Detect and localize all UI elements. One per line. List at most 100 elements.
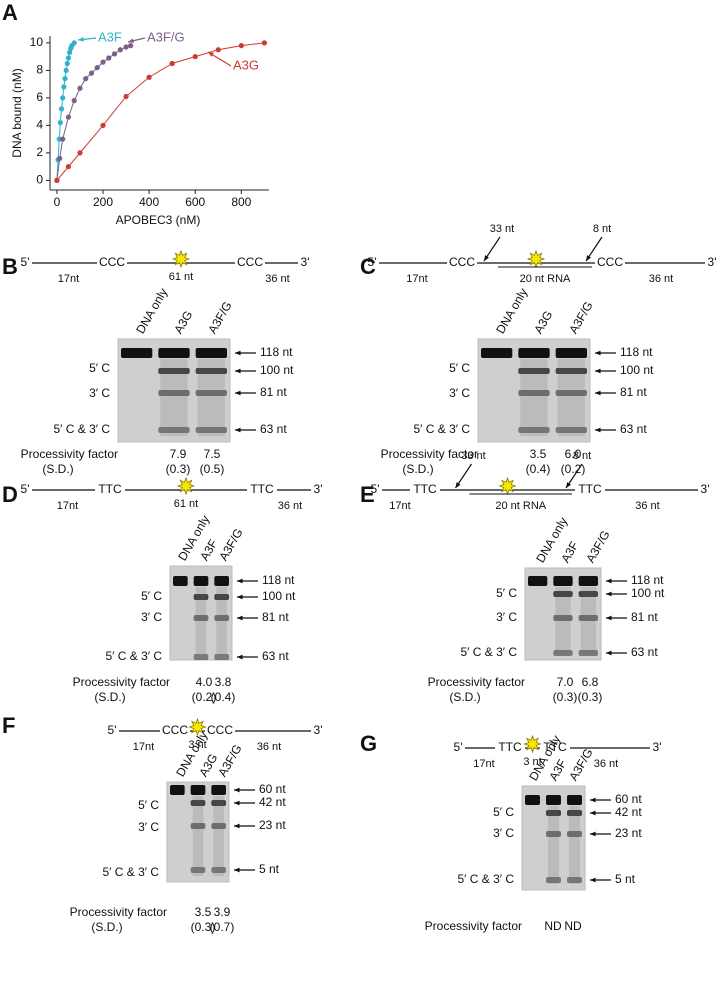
gel-band (518, 368, 550, 374)
gel-band (214, 594, 229, 600)
data-point (261, 40, 267, 46)
gel-band (567, 810, 582, 816)
y-tick-label: 2 (36, 145, 43, 159)
data-point (65, 55, 72, 61)
arrow-head (586, 255, 592, 261)
data-point (83, 76, 89, 82)
lane-label: A3G (531, 308, 555, 336)
gel-band (195, 368, 227, 374)
arrow-head (128, 38, 134, 44)
size-label: 60 nt (259, 782, 286, 796)
arrow-head (237, 594, 243, 600)
factor-label: Processivity factor (21, 447, 118, 461)
data-point (77, 85, 83, 91)
arrow-head (234, 823, 240, 829)
length-label: 36 nt (594, 758, 618, 770)
factor-value: 7.9 (170, 447, 187, 461)
fluorophore-star (523, 734, 542, 754)
data-point (66, 49, 73, 56)
gel-band (211, 785, 226, 795)
sd-label: (S.D.) (42, 462, 73, 476)
motif: TTC (413, 482, 437, 496)
data-point (65, 114, 72, 120)
gel-smear (555, 587, 571, 654)
factor-value: 7.0 (557, 675, 574, 689)
arrow-head (595, 427, 601, 433)
data-point (123, 44, 129, 50)
gel-band (170, 785, 185, 795)
gel-band (528, 576, 548, 586)
five-prime: 5' (21, 255, 30, 269)
data-point (57, 120, 63, 126)
size-label: 23 nt (259, 818, 286, 832)
lane-label: A3F/G (216, 526, 245, 563)
lane-label: A3F (558, 539, 581, 565)
five-prime: 5' (454, 740, 463, 754)
arrow-head (484, 255, 490, 261)
y-tick-label: 6 (36, 90, 43, 104)
gel-band (214, 654, 229, 660)
y-tick-label: 0 (36, 173, 43, 187)
gel-band (578, 576, 598, 586)
gel-band (553, 576, 573, 586)
factor-value: 3.5 (530, 447, 547, 461)
arrow-head (590, 877, 596, 883)
motif: TTC (498, 740, 522, 754)
motif: CCC (162, 723, 188, 737)
band-label: 5′ C & 3′ C (53, 422, 110, 436)
factor-label: Processivity factor (425, 919, 522, 933)
rna-end-label: 8 nt (593, 223, 611, 235)
five-prime: 5' (21, 482, 30, 496)
gel-band (214, 615, 229, 621)
factor-value: 6.0 (565, 447, 582, 461)
sd-value: (0.3) (553, 690, 578, 704)
fluorophore-star (188, 717, 207, 737)
sd-value: (0.5) (200, 462, 225, 476)
gel-band (121, 348, 153, 358)
arrow-head (566, 482, 572, 488)
gel-band (158, 390, 190, 396)
size-label: 5 nt (615, 872, 636, 886)
size-label: 100 nt (631, 586, 665, 600)
factor-label: Processivity factor (428, 675, 525, 689)
band-label: 5′ C (89, 361, 110, 375)
sd-value: (0.4) (526, 462, 551, 476)
factor-label: Processivity factor (73, 675, 170, 689)
gel-smear (160, 359, 188, 436)
gel-band (555, 427, 587, 433)
arrow-head (590, 831, 596, 837)
panel-label: B (2, 254, 18, 279)
size-label: 100 nt (260, 363, 294, 377)
band-label: 3′ C (141, 610, 162, 624)
motif: TTC (98, 482, 122, 496)
band-label: 5′ C & 3′ C (460, 645, 517, 659)
gel-smear (520, 359, 548, 436)
gel-band (195, 390, 227, 396)
gel-band (546, 877, 561, 883)
y-tick-label: 10 (30, 35, 44, 49)
sd-label: (S.D.) (402, 462, 433, 476)
length-label: 17nt (389, 500, 410, 512)
fluorophore-star (526, 249, 546, 269)
gel-band (567, 831, 582, 837)
arrow-head (237, 615, 243, 621)
panel-label: C (360, 254, 376, 279)
data-point (169, 60, 175, 67)
size-label: 100 nt (262, 589, 296, 603)
data-point (58, 106, 65, 112)
panel-label: F (2, 713, 15, 738)
data-point (71, 40, 77, 46)
three-prime: 3' (701, 482, 710, 496)
length-label: 17nt (58, 273, 79, 285)
three-prime: 3' (653, 740, 662, 754)
motif: CCC (99, 255, 125, 269)
lane-label: A3F/G (566, 746, 595, 783)
gel-band (555, 368, 587, 374)
factor-value: ND (544, 919, 562, 933)
arrow-head (237, 654, 243, 660)
band-label: 5′ C & 3′ C (457, 872, 514, 886)
band-label: 3′ C (496, 610, 517, 624)
size-label: 118 nt (631, 573, 664, 587)
band-label: 3′ C (493, 826, 514, 840)
x-tick-label: 200 (93, 195, 113, 209)
